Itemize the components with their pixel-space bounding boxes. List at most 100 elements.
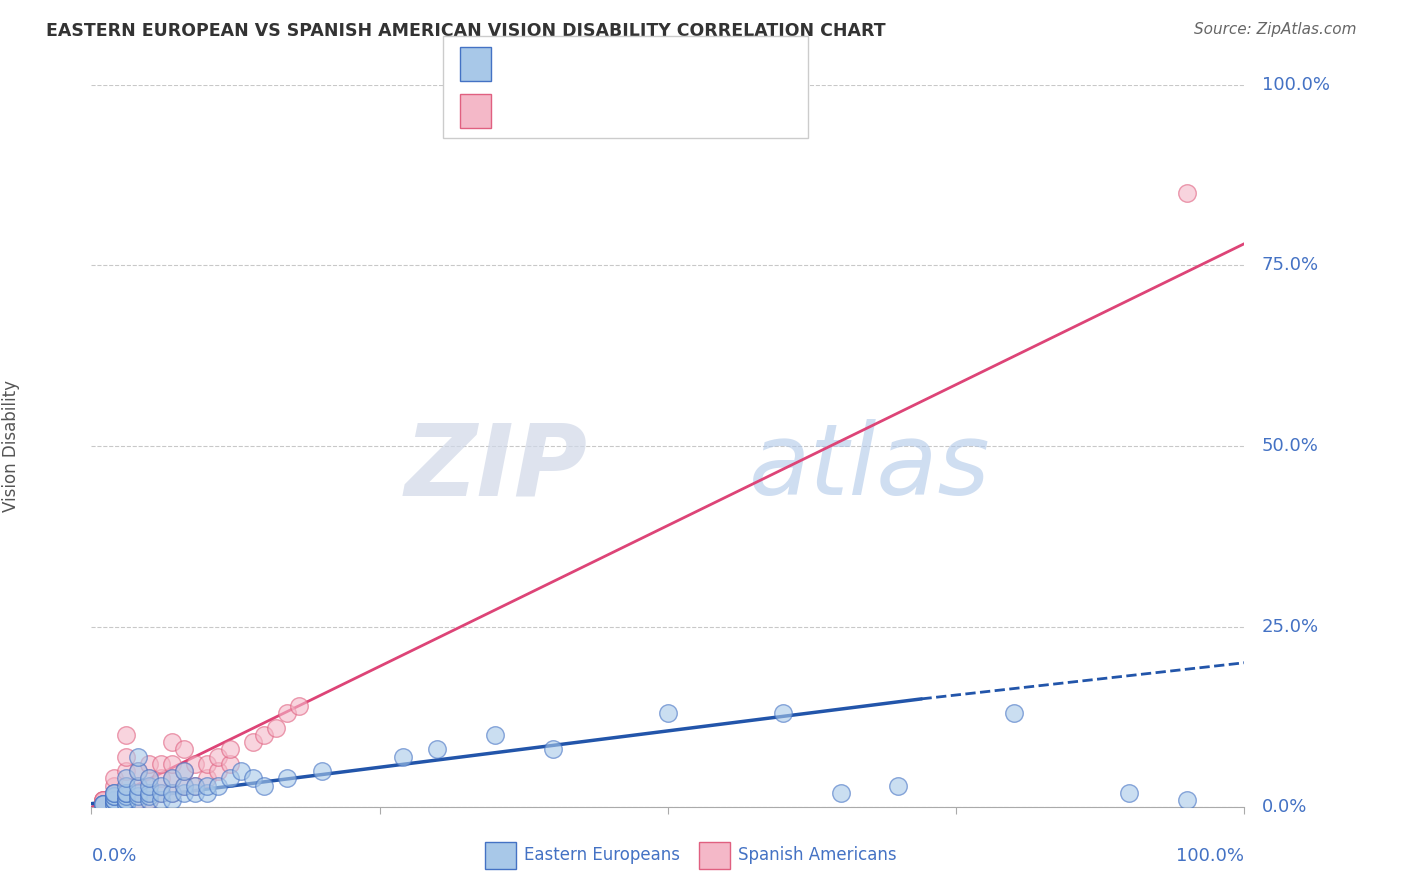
Point [149,756,172,771]
Point [207,764,229,778]
Point [218,756,240,771]
Point [541,742,564,756]
Point [160,786,183,800]
Point [830,786,852,800]
Point [103,786,125,800]
Point [160,772,183,786]
Point [103,793,125,807]
Point [103,797,125,811]
Point [1002,706,1025,721]
Point [127,786,149,800]
Point [127,793,149,807]
Point [242,735,264,749]
Point [103,793,125,807]
Point [115,786,138,800]
Point [91,797,114,811]
Point [195,772,218,786]
Point [103,793,125,807]
Text: 0.0%: 0.0% [91,847,136,865]
Text: Source: ZipAtlas.com: Source: ZipAtlas.com [1194,22,1357,37]
Point [103,789,125,804]
Point [91,797,114,811]
Text: 100.0%: 100.0% [1177,847,1244,865]
Point [138,772,160,786]
Point [115,797,138,811]
Point [115,728,138,742]
Point [115,793,138,807]
Point [391,749,413,764]
Point [173,764,195,778]
Text: R = 0.946: R = 0.946 [505,102,607,121]
Point [127,779,149,793]
Point [127,793,149,807]
Text: 0.0%: 0.0% [1261,798,1308,816]
Point [160,786,183,800]
Text: ZIP: ZIP [404,419,588,516]
Point [103,793,125,807]
Point [115,772,138,786]
Point [103,789,125,804]
Point [115,797,138,811]
Point [173,786,195,800]
Text: Spanish Americans: Spanish Americans [738,847,897,864]
Point [103,786,125,800]
Point [426,742,449,756]
Point [103,786,125,800]
Point [160,735,183,749]
Point [127,764,149,778]
Point [138,786,160,800]
Point [160,772,183,786]
Point [103,793,125,807]
Point [772,706,794,721]
Point [160,756,183,771]
Point [115,793,138,807]
Point [264,721,287,735]
Point [288,699,311,714]
Point [1175,186,1198,200]
Point [149,772,172,786]
Text: Eastern Europeans: Eastern Europeans [524,847,681,864]
Point [231,764,253,778]
Point [138,793,160,807]
Point [195,786,218,800]
Point [207,749,229,764]
Text: N = 53: N = 53 [624,55,695,74]
Text: atlas: atlas [748,419,990,516]
Point [138,786,160,800]
Point [1175,793,1198,807]
Point [173,779,195,793]
Point [207,779,229,793]
Point [242,772,264,786]
Point [184,786,207,800]
Point [115,749,138,764]
Point [184,779,207,793]
Point [127,789,149,804]
Point [160,793,183,807]
Text: R = 0.408: R = 0.408 [505,55,607,74]
Point [218,742,240,756]
Point [115,789,138,804]
Point [115,779,138,793]
Point [103,797,125,811]
Point [311,764,333,778]
Point [484,728,506,742]
Point [138,789,160,804]
Point [91,797,114,811]
Point [103,789,125,804]
Point [184,779,207,793]
Point [91,797,114,811]
Point [115,786,138,800]
Text: 100.0%: 100.0% [1261,76,1330,94]
Point [91,793,114,807]
Point [115,793,138,807]
Point [115,764,138,778]
Point [91,797,114,811]
Point [657,706,679,721]
Text: 25.0%: 25.0% [1261,617,1319,636]
Point [138,779,160,793]
Point [127,749,149,764]
Point [115,786,138,800]
Point [149,786,172,800]
Point [115,789,138,804]
Point [887,779,910,793]
